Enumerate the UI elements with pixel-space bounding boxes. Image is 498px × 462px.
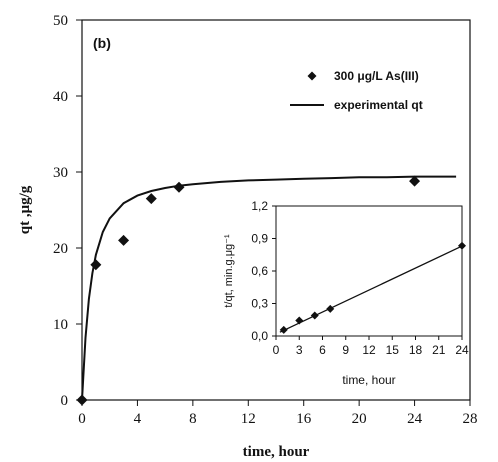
data-point (90, 259, 102, 271)
y-tick-label: 50 (53, 13, 68, 29)
legend: 300 μg/L As(III) experimental qt (290, 69, 423, 112)
y-tick-label: 30 (53, 165, 68, 181)
data-point (409, 175, 421, 187)
inset-x-tick-label: 24 (455, 343, 469, 357)
y-tick-label: 20 (53, 241, 68, 257)
inset-data-point (310, 311, 319, 320)
inset-y-tick-label: 0,0 (251, 329, 268, 343)
y-tick-label: 40 (53, 89, 68, 105)
x-tick-label: 16 (296, 411, 312, 427)
inset-x-tick-label: 21 (432, 343, 446, 357)
inset-data-point (279, 325, 288, 334)
x-tick-label: 28 (463, 411, 478, 427)
x-axis-label: time, hour (243, 444, 310, 460)
inset-y-tick-label: 0,6 (251, 264, 268, 278)
inset-data-point (326, 304, 335, 313)
main-plot-frame (81, 19, 471, 401)
inset-linear-fit (279, 245, 463, 333)
data-point (173, 181, 185, 193)
inset-x-tick-label: 18 (409, 343, 423, 357)
inset-y-axis-label: t/qt, min.g.μg⁻¹ (223, 234, 235, 308)
inset-plot: 0 3 6 9 12 15 18 21 24 0,0 0,3 0,6 0,9 1,2 time, hour t… (223, 199, 469, 387)
inset-plot-frame (275, 205, 463, 337)
inset-x-tick-label: 12 (362, 343, 376, 357)
legend-label-fit: experimental qt (334, 98, 423, 112)
y-tick-label: 10 (53, 317, 68, 333)
legend-label-points: 300 μg/L As(III) (334, 69, 419, 83)
x-tick-label: 4 (134, 411, 142, 427)
inset-x-tick-label: 0 (273, 343, 280, 357)
data-point (118, 234, 130, 246)
inset-x-axis-label: time, hour (342, 373, 395, 387)
x-tick-label: 12 (241, 411, 256, 427)
data-point (145, 193, 157, 205)
x-tick-label: 8 (189, 411, 197, 427)
inset-x-tick-label: 9 (342, 343, 349, 357)
inset-x-tick-label: 15 (386, 343, 400, 357)
x-tick-label: 20 (352, 411, 367, 427)
inset-y-tick-label: 1,2 (251, 199, 268, 213)
x-tick-label: 24 (407, 411, 423, 427)
y-axis-label: qt ,μg/g (17, 185, 33, 234)
inset-x-tick-label: 3 (296, 343, 303, 357)
inset-x-tick-label: 6 (319, 343, 326, 357)
inset-y-tick-label: 0,9 (251, 232, 268, 246)
inset-data-point (458, 241, 466, 250)
y-tick-label: 0 (61, 393, 69, 409)
data-point (76, 394, 88, 406)
legend-marker-points (307, 71, 317, 81)
inset-y-tick-label: 0,3 (251, 297, 268, 311)
panel-label: (b) (93, 35, 111, 51)
inset-data-point (295, 316, 304, 325)
x-tick-label: 0 (78, 411, 86, 427)
